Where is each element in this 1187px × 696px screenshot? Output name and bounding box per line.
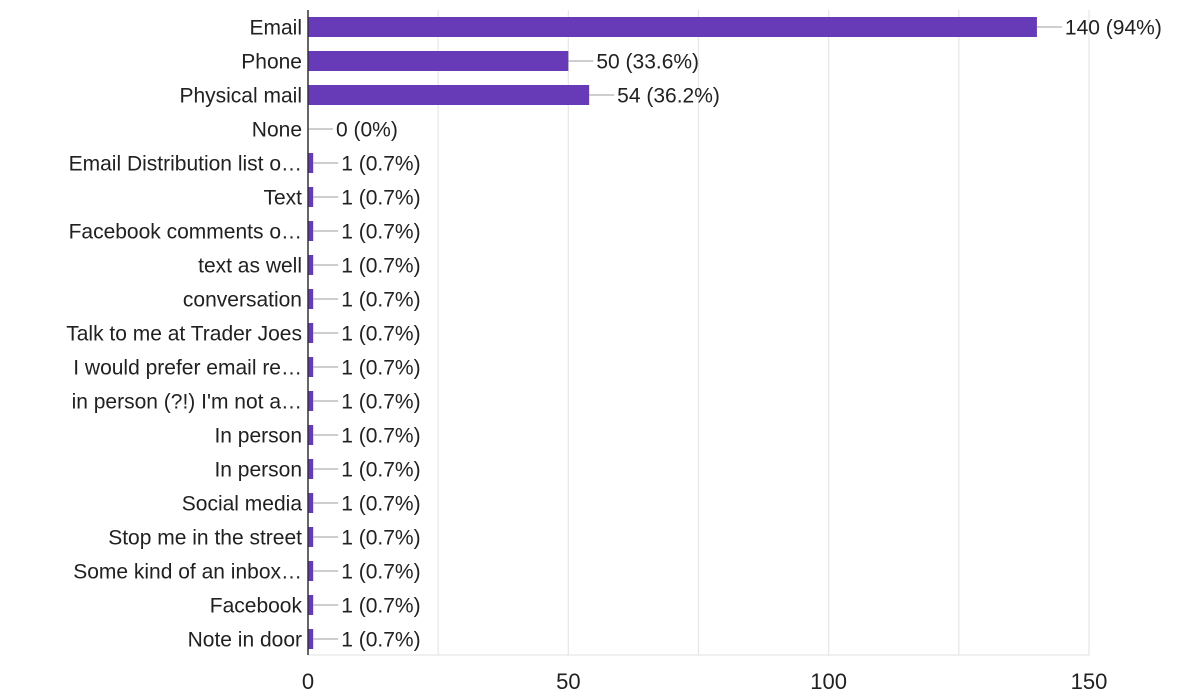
bar-value-label: 1 (0.7%) — [341, 425, 420, 448]
bar-value-label: 1 (0.7%) — [341, 153, 420, 176]
labels: 0 50 100 150 140 (94%) Email 50 (33.6%) Phone 54… — [66, 17, 1162, 695]
bars — [308, 17, 1062, 649]
x-tick-label: 150 — [1071, 669, 1108, 694]
bar-value-label: 1 (0.7%) — [341, 187, 420, 210]
category-label: Stop me in the street — [108, 527, 302, 550]
category-label: In person — [214, 425, 302, 448]
bar — [308, 187, 314, 207]
x-tick-label: 50 — [556, 669, 580, 694]
bar — [308, 527, 314, 547]
category-label: None — [252, 119, 302, 142]
category-label: I would prefer email re… — [73, 357, 302, 380]
bar-value-label: 1 (0.7%) — [341, 323, 420, 346]
bar-value-label: 1 (0.7%) — [341, 595, 420, 618]
bar-value-label: 0 (0%) — [336, 119, 398, 142]
bar — [308, 561, 314, 581]
bar — [308, 221, 314, 241]
category-label: Facebook — [210, 595, 303, 618]
bar — [308, 255, 314, 275]
category-label: Social media — [182, 493, 303, 516]
bar — [308, 459, 314, 479]
bar-value-label: 1 (0.7%) — [341, 221, 420, 244]
bar — [308, 323, 314, 343]
bar — [308, 493, 314, 513]
bar-value-label: 1 (0.7%) — [341, 527, 420, 550]
x-tick-label: 0 — [302, 669, 314, 694]
bar — [308, 391, 314, 411]
category-label: Note in door — [188, 629, 302, 652]
x-tick-label: 100 — [810, 669, 847, 694]
category-label: In person — [214, 459, 302, 482]
category-label: Text — [263, 187, 302, 210]
category-label: Physical mail — [179, 85, 302, 108]
category-label: Talk to me at Trader Joes — [66, 323, 302, 346]
bar — [308, 153, 314, 173]
bar-value-label: 1 (0.7%) — [341, 255, 420, 278]
bar-value-label: 54 (36.2%) — [617, 85, 720, 108]
bar — [308, 289, 314, 309]
bar — [308, 595, 314, 615]
category-label: Email Distribution list o… — [69, 153, 302, 176]
bar-value-label: 1 (0.7%) — [341, 459, 420, 482]
grid-lines — [437, 10, 1090, 655]
category-label: Phone — [241, 51, 302, 74]
bar-value-label: 1 (0.7%) — [341, 391, 420, 414]
category-label: Facebook comments o… — [69, 221, 302, 244]
bar — [308, 17, 1037, 37]
axes — [307, 10, 1089, 656]
bar-value-label: 140 (94%) — [1065, 17, 1162, 40]
bar-value-label: 1 (0.7%) — [341, 357, 420, 380]
bar — [308, 357, 314, 377]
bar — [308, 425, 314, 445]
category-label: Some kind of an inbox… — [73, 561, 302, 584]
category-label: text as well — [198, 255, 302, 278]
bar-value-label: 1 (0.7%) — [341, 289, 420, 312]
category-label: conversation — [183, 289, 302, 312]
category-label: Email — [249, 17, 302, 40]
bar — [308, 85, 590, 105]
bar-value-label: 50 (33.6%) — [596, 51, 699, 74]
bar-value-label: 1 (0.7%) — [341, 493, 420, 516]
bar — [308, 629, 314, 649]
bar-value-label: 1 (0.7%) — [341, 561, 420, 584]
category-label: in person (?!) I'm not a… — [72, 391, 302, 414]
bar-value-label: 1 (0.7%) — [341, 629, 420, 652]
bar — [308, 51, 569, 71]
